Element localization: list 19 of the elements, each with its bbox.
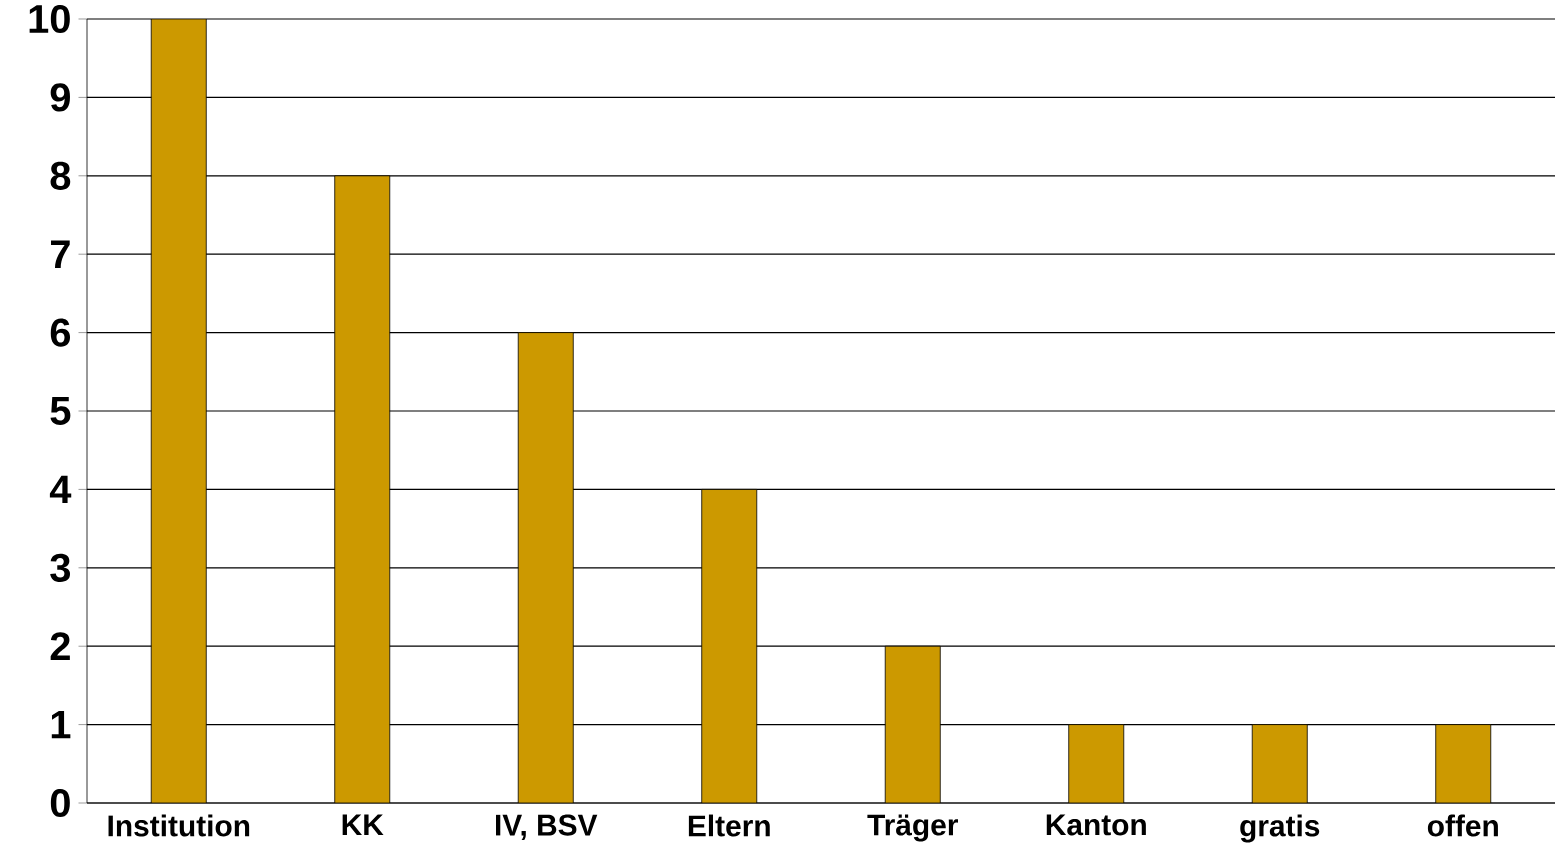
x-tick-label: KK — [342, 814, 384, 836]
x-tick-label: Kanton — [1046, 814, 1146, 836]
x-tick-label: Eltern — [688, 814, 770, 837]
y-tick-label: 2 — [50, 632, 70, 661]
y-tick-label: 8 — [50, 161, 71, 190]
y-tick-label: 0 — [50, 788, 70, 818]
x-tick-label: Institution — [108, 814, 250, 837]
y-tick-label: 4 — [49, 475, 72, 504]
y-tick-label: 5 — [50, 397, 71, 425]
y-tick-label: 3 — [50, 553, 71, 582]
y-tick-label: 1 — [51, 710, 71, 739]
x-tick-label: offen — [1427, 814, 1498, 837]
y-tick-label: 7 — [51, 240, 70, 268]
x-tick-label: IV, BSV — [495, 814, 598, 841]
y-tick-label: 9 — [50, 83, 70, 112]
x-tick-label: gratis — [1240, 814, 1320, 843]
y-tick-label: 6 — [50, 318, 71, 347]
y-tick-label: 10 — [29, 4, 70, 34]
x-tick-label: Träger — [867, 814, 958, 842]
